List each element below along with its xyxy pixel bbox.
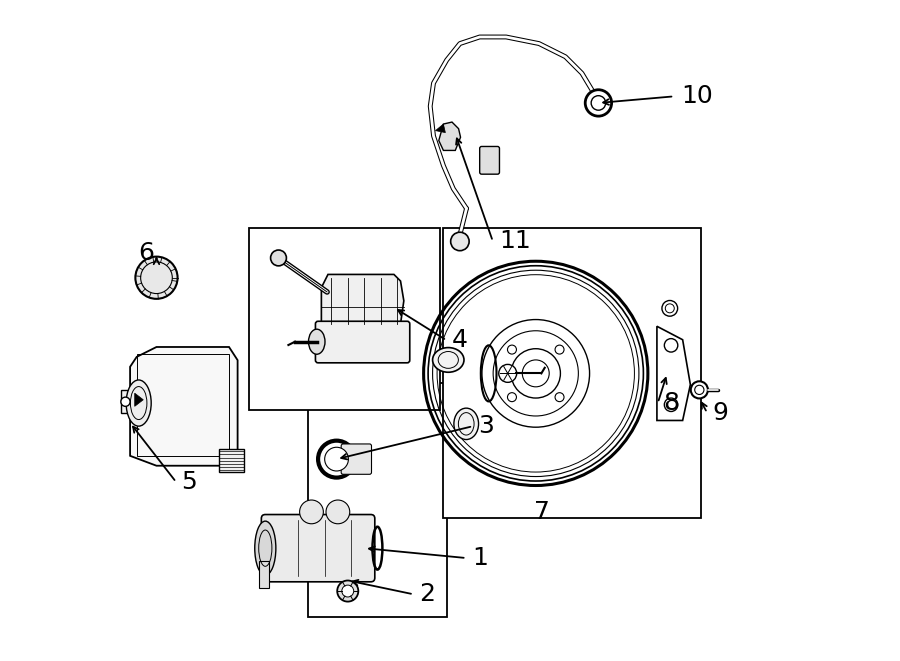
- Polygon shape: [258, 561, 268, 588]
- Polygon shape: [130, 347, 238, 466]
- Polygon shape: [121, 390, 130, 413]
- Circle shape: [585, 90, 612, 116]
- Text: 1: 1: [472, 546, 488, 570]
- Text: 4: 4: [452, 329, 468, 352]
- Circle shape: [121, 397, 130, 407]
- FancyBboxPatch shape: [261, 514, 374, 582]
- Circle shape: [300, 500, 323, 524]
- Ellipse shape: [126, 380, 151, 426]
- Bar: [248, 228, 440, 410]
- Text: 2: 2: [419, 582, 435, 606]
- Polygon shape: [439, 122, 461, 151]
- Text: 6: 6: [139, 241, 155, 265]
- Circle shape: [338, 580, 358, 602]
- Circle shape: [662, 301, 678, 316]
- Text: 10: 10: [681, 85, 713, 108]
- Polygon shape: [321, 274, 404, 327]
- Bar: [444, 228, 701, 518]
- Circle shape: [499, 364, 517, 382]
- Circle shape: [326, 500, 350, 524]
- Circle shape: [691, 381, 708, 399]
- Circle shape: [664, 338, 678, 352]
- Ellipse shape: [454, 408, 479, 440]
- Circle shape: [591, 96, 606, 110]
- Circle shape: [271, 250, 286, 266]
- Circle shape: [508, 393, 517, 402]
- Ellipse shape: [433, 348, 464, 372]
- Bar: [137, 354, 229, 456]
- Text: 9: 9: [713, 401, 728, 425]
- FancyBboxPatch shape: [315, 321, 410, 363]
- Circle shape: [508, 345, 517, 354]
- Text: 5: 5: [182, 470, 197, 494]
- Text: 11: 11: [500, 229, 531, 253]
- Text: 8: 8: [663, 391, 680, 415]
- Bar: [219, 449, 244, 473]
- Circle shape: [325, 447, 348, 471]
- Bar: [308, 383, 446, 617]
- Text: 7: 7: [535, 500, 550, 524]
- Polygon shape: [436, 124, 446, 133]
- Circle shape: [555, 345, 564, 354]
- Polygon shape: [657, 327, 690, 420]
- Ellipse shape: [255, 521, 276, 575]
- FancyBboxPatch shape: [480, 147, 500, 174]
- Polygon shape: [135, 393, 143, 407]
- Circle shape: [135, 256, 177, 299]
- Circle shape: [665, 304, 674, 313]
- FancyBboxPatch shape: [341, 444, 372, 475]
- Circle shape: [555, 393, 564, 402]
- Ellipse shape: [309, 329, 325, 354]
- Circle shape: [664, 398, 678, 412]
- Text: 3: 3: [479, 414, 494, 438]
- Circle shape: [342, 585, 354, 597]
- Circle shape: [451, 232, 469, 251]
